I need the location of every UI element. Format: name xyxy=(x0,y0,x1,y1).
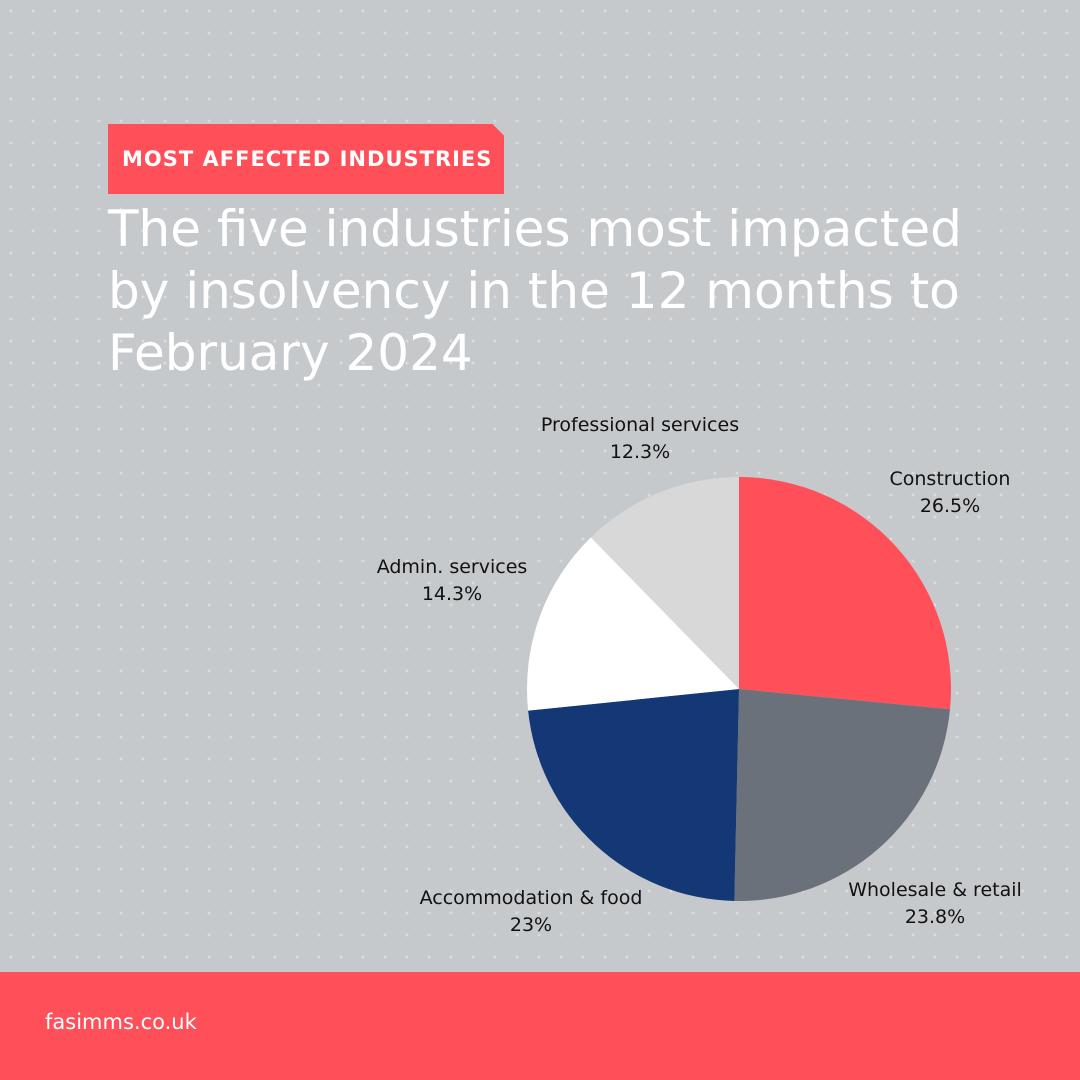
slice-label: Wholesale & retail xyxy=(848,879,1022,901)
slice-label: Admin. services xyxy=(377,556,528,578)
section-tag: MOST AFFECTED INDUSTRIES xyxy=(108,124,504,194)
headline: The five industries most impacted by ins… xyxy=(108,198,988,384)
slice-label: Professional services xyxy=(541,414,739,436)
footer-bar xyxy=(0,972,1080,1080)
slice-value-label: 23.8% xyxy=(905,906,965,928)
headline-line: by insolvency in the 12 months to xyxy=(108,262,960,320)
pie-slice-admin-services xyxy=(527,537,739,711)
headline-line: February 2024 xyxy=(108,324,473,382)
website-link[interactable]: fasimms.co.uk xyxy=(45,1010,197,1034)
pie-slice-wholesale-retail xyxy=(734,689,951,902)
slice-value-label: 14.3% xyxy=(422,583,482,605)
slice-value-label: 12.3% xyxy=(610,441,670,463)
slice-label: Construction xyxy=(890,468,1011,490)
slice-value-label: 23% xyxy=(510,914,552,936)
pie-slice-accommodation-food xyxy=(528,689,739,901)
slice-value-label: 26.5% xyxy=(920,495,980,517)
slice-label: Accommodation & food xyxy=(420,887,643,909)
pie-slice-construction xyxy=(739,477,952,710)
pie-slice-professional-services xyxy=(590,477,739,689)
headline-line: The five industries most impacted xyxy=(108,200,962,258)
